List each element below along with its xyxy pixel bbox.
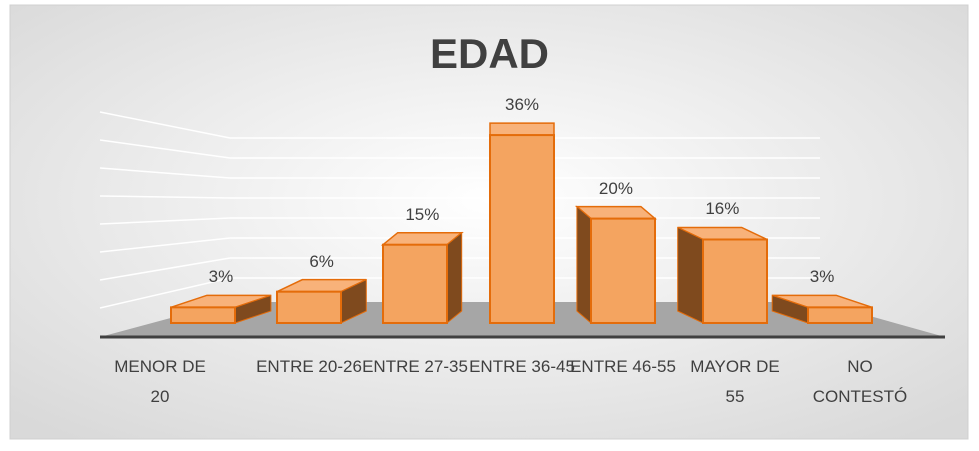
value-label: 15% xyxy=(405,204,440,224)
bar-side xyxy=(576,205,592,325)
x-tick-label: ENTRE 27-35 xyxy=(362,357,468,376)
value-label: 16% xyxy=(705,199,740,219)
x-tick-label: ENTRE 46-55 xyxy=(570,357,676,376)
value-label: 20% xyxy=(598,178,633,198)
value-label: 3% xyxy=(208,267,234,287)
bar-side xyxy=(677,226,704,324)
value-label: 36% xyxy=(504,95,540,115)
bar xyxy=(170,306,236,324)
value-label: 6% xyxy=(309,251,334,271)
bar xyxy=(807,306,873,324)
bar-top xyxy=(489,122,555,136)
bar xyxy=(489,134,555,324)
value-label: 3% xyxy=(809,267,835,287)
bar xyxy=(276,290,342,324)
x-tick-label: MAYOR DE 55 xyxy=(690,357,780,406)
x-tick-label: ENTRE 20-26 xyxy=(256,357,362,376)
bar xyxy=(382,243,448,324)
x-tick-label: ENTRE 36-45 xyxy=(469,357,575,376)
x-tick-label: NO CONTESTÓ xyxy=(812,357,908,406)
bars xyxy=(170,122,873,325)
chart-title: EDAD xyxy=(429,30,549,77)
bar-side xyxy=(446,231,463,325)
bar xyxy=(702,238,768,324)
bar xyxy=(590,217,656,325)
x-tick-label: MENOR DE 20 xyxy=(114,357,206,406)
